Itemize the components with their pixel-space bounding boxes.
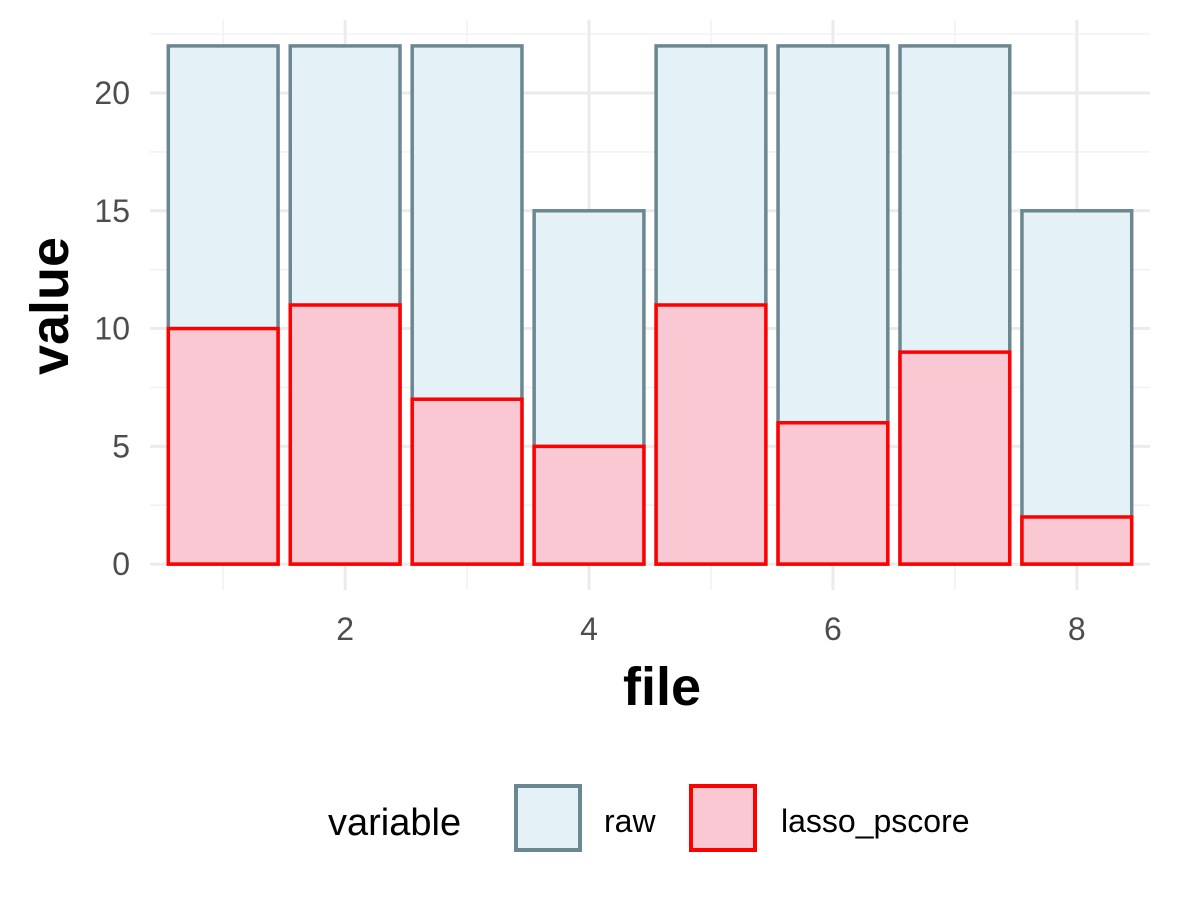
y-tick-label: 15 <box>94 193 130 229</box>
bar-lasso-pscore-file-8 <box>1020 515 1134 566</box>
x-tick-label: 8 <box>1068 611 1086 647</box>
x-tick-label: 4 <box>580 611 598 647</box>
bar-lasso-pscore-file-4 <box>532 444 646 566</box>
legend-key-lasso-pscore <box>689 784 757 852</box>
bar-lasso-pscore-file-7 <box>898 350 1012 566</box>
tick-labels: 0 5 10 15 20 2 4 6 8 <box>94 75 1085 647</box>
bars <box>166 44 1134 566</box>
legend-key-raw <box>514 784 582 852</box>
legend: variable raw lasso_pscore <box>328 784 970 852</box>
legend-label-raw: raw <box>604 803 656 839</box>
bar-lasso-pscore-file-1 <box>166 326 280 566</box>
x-tick-label: 6 <box>824 611 842 647</box>
y-tick-label: 0 <box>112 546 130 582</box>
bar-lasso-pscore-file-2 <box>288 303 402 566</box>
x-axis-title: file <box>623 657 701 717</box>
y-tick-label: 20 <box>94 75 130 111</box>
bar-lasso-pscore-file-5 <box>654 303 768 566</box>
legend-label-lasso-pscore: lasso_pscore <box>781 803 970 839</box>
bar-raw-file-8 <box>1020 209 1134 566</box>
legend-title: variable <box>328 802 461 844</box>
y-tick-label: 5 <box>112 428 130 464</box>
y-axis-title: value <box>20 237 80 375</box>
x-tick-label: 2 <box>336 611 354 647</box>
y-tick-label: 10 <box>94 311 130 347</box>
bar-lasso-pscore-file-6 <box>776 421 890 566</box>
bar-lasso-pscore-file-3 <box>410 397 524 566</box>
